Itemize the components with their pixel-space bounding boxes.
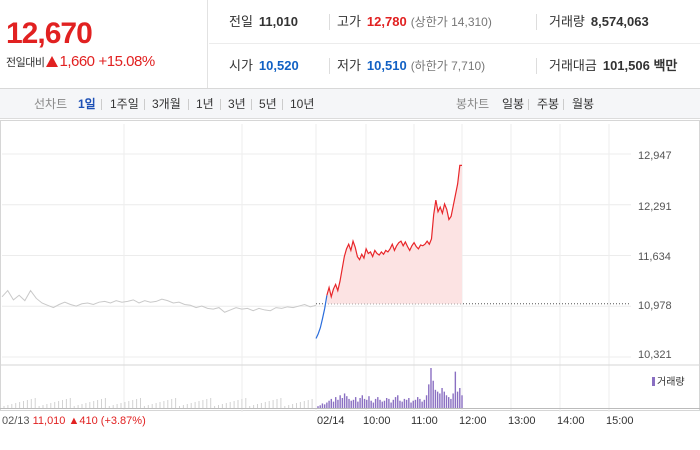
x-tick-label: 15:00 [606, 415, 634, 427]
stat-value: 12,780 [366, 14, 407, 29]
prev-day-line [1, 289, 317, 313]
up-triangle-icon: ▲ [68, 415, 80, 427]
divider [282, 99, 283, 110]
stat-open: 시가 10,520 [229, 44, 299, 88]
stat-amount: 거래대금 101,506 백만 [549, 44, 677, 88]
y-tick-label: 10,321 [638, 349, 672, 361]
divider [563, 99, 564, 110]
stat-value: 101,506 백만 [602, 58, 678, 73]
price-chart[interactable]: 12,947 12,291 11,634 10,978 10,321 거래량 0… [0, 120, 700, 450]
gain-area [326, 165, 462, 304]
chart-canvas [0, 120, 700, 412]
chart-period-tabs: 선차트 1일 1주일 3개월 1년 3년 5년 10년 봉차트 일봉 주봉 월봉 [0, 89, 700, 119]
tab-1-day[interactable]: 1일 [78, 97, 96, 111]
change-label: 전일대비 [6, 57, 45, 69]
divider [536, 58, 537, 74]
stat-label: 전일 [229, 14, 253, 29]
y-tick-label: 12,291 [638, 201, 672, 213]
today-line-down [315, 295, 328, 339]
divider [536, 14, 537, 30]
today-line-up [326, 164, 462, 300]
current-price: 12,670 [6, 17, 93, 50]
stat-label: 저가 [337, 58, 361, 73]
stat-value: 11,010 [258, 14, 298, 29]
stat-label: 시가 [229, 58, 253, 73]
prev-day-info: 02/13 11,010 ▲410 (+3.87%) [2, 415, 146, 427]
tab-10-years[interactable]: 10년 [290, 97, 315, 111]
change-percent: +15.08% [98, 53, 156, 70]
divider [528, 99, 529, 110]
lower-limit: (하한가 7,710) [410, 59, 486, 73]
stat-low: 저가 10,510 (하한가 7,710) [337, 44, 485, 88]
prev-day-close: 11,010 [32, 415, 66, 427]
tab-3-years[interactable]: 3년 [228, 97, 246, 111]
stat-label: 거래대금 [549, 58, 597, 73]
x-tick-label: 10:00 [363, 415, 391, 427]
x-tick-label: 11:00 [411, 415, 438, 427]
tab-weekly-candle[interactable]: 주봉 [537, 97, 560, 111]
stat-high: 고가 12,780 (상한가 14,310) [337, 0, 492, 44]
prev-day-change: 410 [79, 415, 98, 427]
volume-legend: 거래량 [652, 373, 685, 388]
stats-row-1: 전일 11,010 고가 12,780 (상한가 14,310) 거래량 8,574,0… [209, 0, 700, 44]
divider [220, 99, 221, 110]
tab-daily-candle[interactable]: 일봉 [502, 97, 525, 111]
x-tick-label: 02/14 [317, 415, 345, 427]
price-change: 전일대비 1,660 +15.08% [6, 53, 155, 71]
divider [251, 99, 252, 110]
upper-limit: (상한가 14,310) [410, 15, 492, 29]
candle-chart-label: 봉차트 [456, 97, 490, 111]
stat-value: 10,520 [258, 58, 299, 73]
x-tick-label: 13:00 [508, 415, 536, 427]
prev-day-date: 02/13 [2, 415, 30, 427]
divider [329, 58, 330, 74]
divider [188, 99, 189, 110]
tab-1-week[interactable]: 1주일 [110, 97, 139, 111]
prev-day-pct: (+3.87%) [100, 415, 146, 427]
quote-header: 12,670 전일대비 1,660 +15.08% 전일 11,010 고가 12,78… [0, 0, 700, 89]
y-tick-label: 12,947 [638, 150, 672, 162]
stat-label: 고가 [337, 14, 361, 29]
price-summary: 12,670 전일대비 1,660 +15.08% [0, 0, 208, 88]
divider [329, 14, 330, 30]
y-tick-label: 10,978 [638, 300, 672, 312]
line-chart-label: 선차트 [34, 97, 68, 111]
stat-volume: 거래량 8,574,063 [549, 0, 649, 44]
tab-1-year[interactable]: 1년 [196, 97, 214, 111]
tab-5-years[interactable]: 5년 [259, 97, 277, 111]
x-tick-label: 14:00 [557, 415, 585, 427]
x-tick-label: 12:00 [459, 415, 487, 427]
tab-3-months[interactable]: 3개월 [152, 97, 181, 111]
stat-prev-close: 전일 11,010 [229, 0, 298, 44]
stat-value: 10,510 [366, 58, 407, 73]
y-tick-label: 11,634 [638, 251, 671, 263]
volume-swatch [652, 377, 655, 386]
divider [101, 99, 102, 110]
stats-row-2: 시가 10,520 저가 10,510 (하한가 7,710) 거래대금 101,506… [209, 44, 700, 88]
stat-value: 8,574,063 [590, 14, 649, 29]
volume-legend-label: 거래량 [657, 377, 685, 388]
change-value: 1,660 [59, 53, 95, 70]
up-triangle-icon [46, 56, 59, 67]
divider [144, 99, 145, 110]
stat-label: 거래량 [549, 14, 585, 29]
tab-monthly-candle[interactable]: 월봉 [572, 97, 595, 111]
stats-grid: 전일 11,010 고가 12,780 (상한가 14,310) 거래량 8,574,0… [209, 0, 700, 88]
